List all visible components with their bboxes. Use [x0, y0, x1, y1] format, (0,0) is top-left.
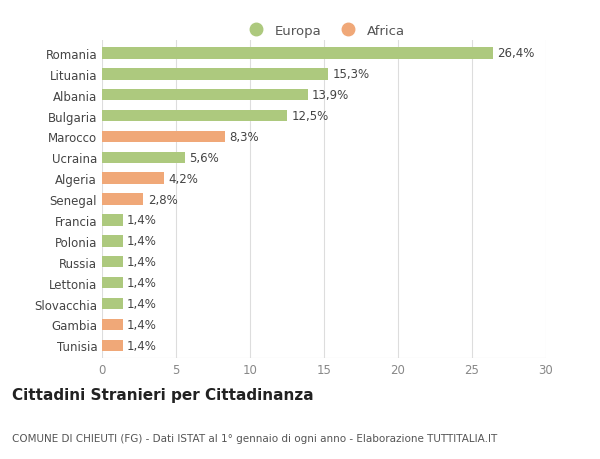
Bar — [102, 215, 123, 226]
Text: 8,3%: 8,3% — [229, 131, 259, 144]
Bar — [102, 235, 123, 247]
Text: 1,4%: 1,4% — [127, 235, 157, 248]
Text: 1,4%: 1,4% — [127, 256, 157, 269]
Bar — [102, 257, 123, 268]
Text: 15,3%: 15,3% — [333, 68, 370, 81]
Text: 5,6%: 5,6% — [190, 151, 219, 164]
Bar — [102, 131, 225, 143]
Bar — [102, 152, 185, 164]
Text: 1,4%: 1,4% — [127, 318, 157, 331]
Text: 12,5%: 12,5% — [292, 110, 329, 123]
Bar — [102, 194, 143, 205]
Text: 13,9%: 13,9% — [312, 89, 349, 102]
Text: 1,4%: 1,4% — [127, 297, 157, 310]
Text: 1,4%: 1,4% — [127, 214, 157, 227]
Bar — [102, 111, 287, 122]
Text: Cittadini Stranieri per Cittadinanza: Cittadini Stranieri per Cittadinanza — [12, 387, 314, 403]
Text: 1,4%: 1,4% — [127, 276, 157, 290]
Text: COMUNE DI CHIEUTI (FG) - Dati ISTAT al 1° gennaio di ogni anno - Elaborazione TU: COMUNE DI CHIEUTI (FG) - Dati ISTAT al 1… — [12, 433, 497, 442]
Bar — [102, 173, 164, 185]
Text: 1,4%: 1,4% — [127, 339, 157, 352]
Legend: Europa, Africa: Europa, Africa — [238, 19, 410, 43]
Text: 26,4%: 26,4% — [497, 47, 535, 60]
Text: 4,2%: 4,2% — [169, 172, 199, 185]
Bar — [102, 340, 123, 351]
Bar — [102, 319, 123, 330]
Bar — [102, 277, 123, 289]
Bar — [102, 69, 328, 80]
Text: 2,8%: 2,8% — [148, 193, 178, 206]
Bar — [102, 90, 308, 101]
Bar — [102, 298, 123, 309]
Bar — [102, 48, 493, 60]
